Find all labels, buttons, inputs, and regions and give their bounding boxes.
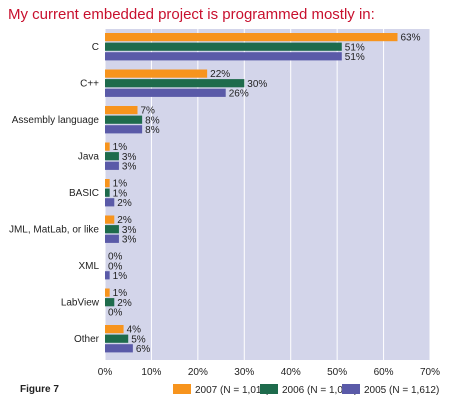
category-label: Assembly language: [12, 115, 100, 126]
bar: [105, 288, 110, 297]
bar: [105, 225, 119, 234]
category-label: C++: [80, 79, 99, 90]
x-tick-label: 20%: [188, 367, 208, 378]
data-label: 1%: [113, 142, 128, 153]
legend-label: 2005 (N = 1,612): [364, 385, 439, 396]
data-label: 8%: [145, 125, 160, 136]
bar: [105, 115, 143, 124]
data-label: 7%: [141, 106, 156, 117]
legend-label: 2007 (N = 1,011): [195, 385, 270, 396]
x-tick-label: 0%: [98, 367, 113, 378]
category-label: JML, MatLab, or like: [9, 225, 99, 236]
legend-swatch: [260, 384, 278, 394]
category-label: Other: [74, 334, 100, 345]
x-tick-label: 50%: [327, 367, 347, 378]
bars: [105, 33, 398, 353]
legend-label: 2006 (N = 1,043): [282, 385, 357, 396]
bar: [105, 142, 110, 151]
x-tick-label: 60%: [374, 367, 394, 378]
category-labels: C C++ Assembly language Java BASIC JML, MatLa…: [9, 42, 100, 345]
legend-swatch: [342, 384, 360, 394]
category-label: XML: [78, 261, 99, 272]
data-label: 6%: [136, 344, 151, 355]
bar: [105, 69, 208, 78]
x-tick-label: 10%: [141, 367, 161, 378]
bar: [105, 33, 398, 42]
data-label: 0%: [108, 252, 123, 263]
x-tick-label: 30%: [234, 367, 254, 378]
bar: [105, 198, 115, 207]
bar: [105, 234, 119, 243]
x-axis-ticks: 0% 10% 20% 30% 40% 50% 60% 70%: [98, 367, 440, 378]
legend: 2007 (N = 1,011) 2006 (N = 1,043) 2005 (N …: [173, 384, 439, 396]
data-label: 1%: [113, 288, 128, 299]
data-label: 51%: [345, 42, 365, 53]
category-label: Java: [78, 152, 100, 163]
data-label: 3%: [122, 152, 137, 163]
data-label: 51%: [345, 52, 365, 63]
data-label: 5%: [131, 334, 146, 345]
legend-swatch: [173, 384, 191, 394]
data-label: 0%: [108, 307, 123, 318]
bar: [105, 325, 124, 334]
data-label: 3%: [122, 234, 137, 245]
bar: [105, 179, 110, 188]
bar: [105, 152, 119, 161]
plot-area: [105, 29, 430, 360]
data-label: 2%: [117, 215, 132, 226]
bar: [105, 125, 143, 134]
bar: [105, 215, 115, 224]
x-tick-label: 70%: [420, 367, 440, 378]
data-label: 1%: [113, 188, 128, 199]
chart-title: My current embedded project is programme…: [8, 6, 375, 23]
data-label: 3%: [122, 161, 137, 172]
data-label: 2%: [117, 298, 132, 309]
bar: [105, 161, 119, 170]
bar: [105, 188, 110, 197]
figure-label: Figure 7: [20, 384, 59, 395]
data-label: 2%: [117, 198, 132, 209]
data-label: 63%: [401, 33, 421, 44]
bar: [105, 298, 115, 307]
bar: [105, 344, 133, 353]
value-labels: 63%51%51%22%30%26%7%8%8%1%3%3%1%1%2%2%3%…: [108, 33, 421, 355]
bar: [105, 79, 245, 88]
data-label: 1%: [113, 271, 128, 282]
category-label: LabView: [61, 298, 100, 309]
data-label: 26%: [229, 88, 249, 99]
data-label: 4%: [127, 325, 142, 336]
data-label: 30%: [247, 79, 267, 90]
bar: [105, 271, 110, 280]
bar: [105, 42, 342, 51]
data-label: 0%: [108, 261, 123, 272]
data-label: 3%: [122, 225, 137, 236]
data-label: 1%: [113, 179, 128, 190]
data-label: 22%: [210, 69, 230, 80]
bar: [105, 52, 342, 61]
category-label: C: [92, 42, 99, 53]
bar: [105, 88, 226, 97]
x-tick-label: 40%: [281, 367, 301, 378]
bar: [105, 334, 129, 343]
data-label: 8%: [145, 115, 160, 126]
category-label: BASIC: [69, 188, 99, 199]
bar: [105, 106, 138, 115]
